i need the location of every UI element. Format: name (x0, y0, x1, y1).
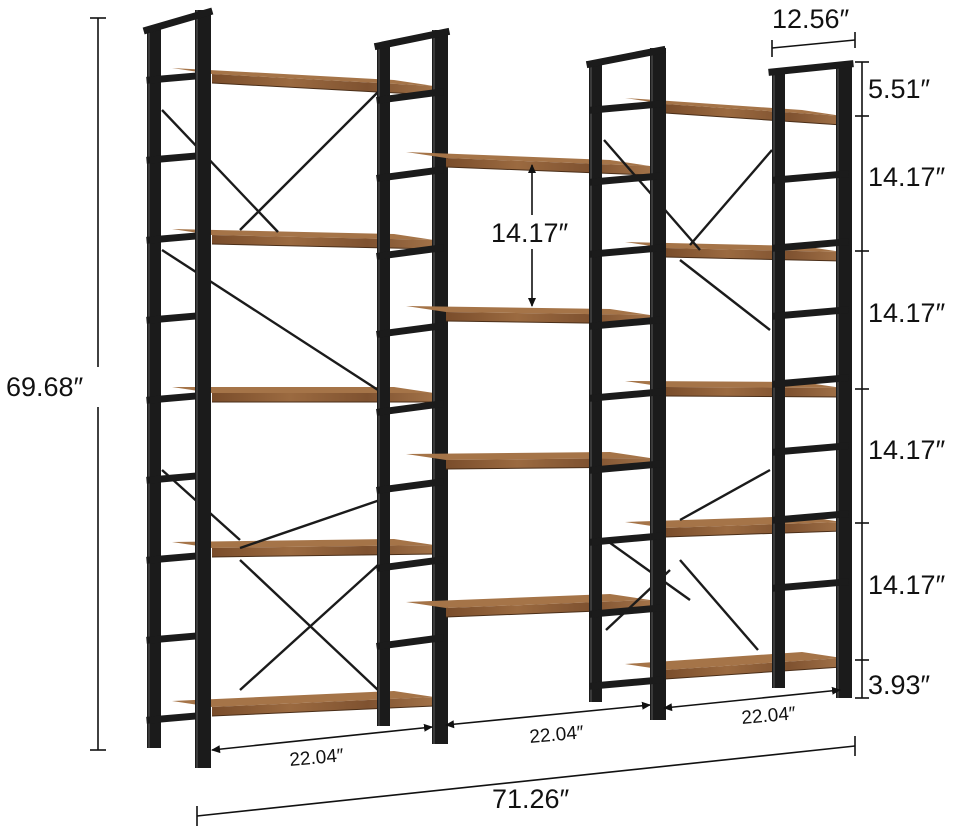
center-width-label: 22.04″ (529, 722, 585, 748)
right-shelf-3-front (665, 387, 842, 397)
right-left-rung (593, 392, 660, 398)
right-left-rung (593, 104, 660, 110)
center-spacing-label: 14.17″ (491, 218, 569, 248)
right-left-rung (593, 248, 660, 254)
shelf-spacing-2-label: 14.17″ (868, 298, 946, 328)
left-side-rung (150, 636, 196, 640)
left-side-rung (150, 556, 196, 560)
top-gap-label: 5.51″ (868, 74, 931, 104)
right-left-rung (593, 176, 660, 182)
right-left-rung (593, 536, 660, 542)
right-side-rung (776, 378, 845, 384)
shelf-spacing-3-label: 14.17″ (868, 435, 946, 465)
right-left-rung (593, 680, 660, 686)
right-side-rung (776, 242, 845, 248)
right-back-post-right-highlight (773, 70, 775, 688)
left-side-rung (150, 76, 196, 80)
right-back-post-left-highlight (590, 64, 592, 702)
left-side-rung (150, 236, 196, 240)
left-brace (162, 250, 378, 390)
right-width-arrow (664, 690, 840, 708)
right-side-rung (776, 310, 845, 316)
right-brace (680, 560, 758, 650)
right-side-rung (776, 514, 845, 520)
left-front-post-highlight (196, 10, 198, 768)
right-width-label: 22.04″ (741, 703, 797, 729)
right-side-rung (776, 582, 845, 588)
right-side-rung (776, 174, 845, 180)
bottom-clearance-label: 3.93″ (868, 670, 931, 700)
right-front-post-left-highlight (651, 48, 653, 720)
depth-label: 12.56″ (772, 4, 850, 34)
depth-dimension-line (772, 40, 855, 48)
left-side-rung (150, 156, 196, 160)
center-width-arrow (446, 705, 650, 725)
left-brace (162, 110, 278, 232)
left-shelf-3-top (172, 387, 434, 393)
left-back-post-inner-highlight (378, 44, 380, 726)
left-width-label: 22.04″ (289, 745, 345, 771)
left-side-rung (150, 316, 196, 320)
left-side-rung (150, 396, 196, 400)
total-height-label: 69.68″ (6, 372, 84, 402)
right-side-rung (776, 446, 845, 452)
shelf-spacing-1-label: 14.17″ (868, 162, 946, 192)
total-width-label: 71.26″ (492, 784, 570, 814)
right-brace (690, 150, 772, 245)
shelf-spacing-4-label: 14.17″ (868, 570, 946, 600)
dimension-labels: 69.68″ 12.56″ 5.51″ 14.17″ 14.17″ 14.17″… (0, 4, 946, 814)
right-brace (680, 260, 770, 330)
left-brace (240, 90, 380, 230)
left-shelf-3-front (212, 393, 434, 402)
right-brace (680, 470, 770, 520)
bookshelf-illustration (147, 10, 852, 768)
left-side-rung (150, 716, 196, 720)
